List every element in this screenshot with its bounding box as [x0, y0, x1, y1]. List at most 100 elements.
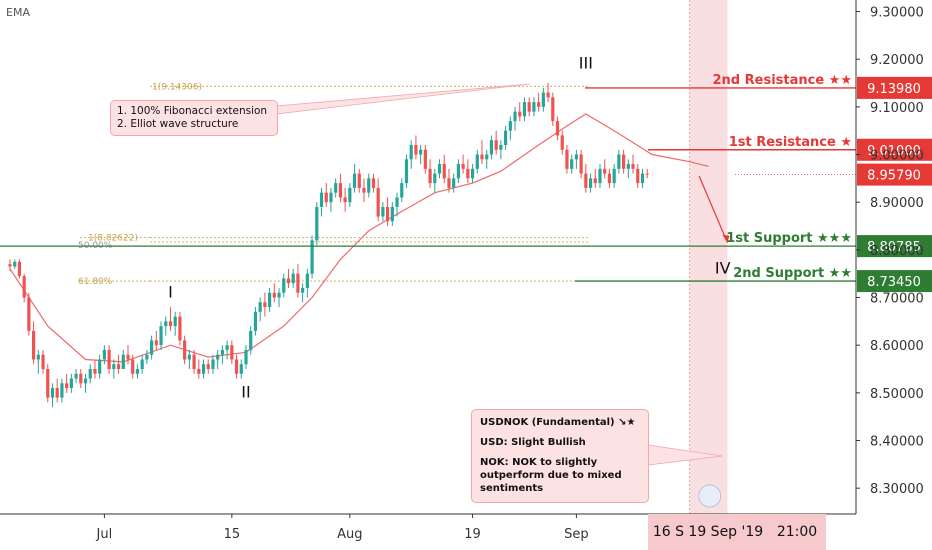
candle-body [376, 187, 380, 217]
fib-level-label: 1(8.82622) [88, 233, 138, 243]
flag-icon[interactable] [698, 484, 722, 508]
candle-body [13, 261, 17, 267]
current-price-tag-text: 8.95790 [867, 169, 921, 184]
candle-body [126, 354, 130, 360]
candle-body [447, 178, 451, 188]
candle-body [17, 261, 22, 277]
candle-body [348, 187, 352, 203]
candle-body [305, 273, 309, 288]
candle-body [371, 178, 376, 188]
candle-body [79, 373, 83, 384]
candle-body [386, 206, 390, 222]
candle-body [598, 168, 602, 184]
candle-body [310, 240, 314, 274]
candle-body [32, 330, 36, 360]
candle-body [381, 206, 385, 217]
price-level-tag [857, 76, 932, 99]
candle-body [617, 154, 621, 169]
candle-body [442, 164, 446, 179]
candle-body [319, 192, 324, 207]
candle-body [541, 92, 545, 107]
candle-body [622, 154, 626, 169]
candle-body [211, 359, 215, 370]
candle-body [69, 378, 73, 389]
candle-body [537, 102, 541, 107]
candle-body [187, 354, 191, 360]
candle-body [522, 102, 527, 117]
candle-body [102, 349, 106, 360]
price-level-label: 1st Support ★★★ [726, 231, 852, 246]
candle-body [220, 349, 224, 355]
candle-body [296, 273, 300, 293]
crosshair-date-label: 16 S 19 Sep '19 [648, 514, 768, 550]
candle-body [234, 359, 239, 374]
candle-body [268, 292, 272, 308]
candle-body [593, 178, 597, 184]
candle-body [513, 111, 517, 122]
candle-body [475, 154, 479, 169]
candle-body [239, 364, 243, 374]
candle-body [456, 164, 460, 179]
candle-body [74, 373, 78, 379]
candle-body [183, 340, 187, 360]
candle-body [8, 264, 12, 267]
candle-body [112, 364, 116, 370]
candle-body [338, 183, 342, 198]
price-level-label: 2nd Support ★★ [733, 266, 852, 281]
candle-body [315, 206, 319, 241]
time-axis-tick-label: 19 [464, 527, 481, 542]
candle-body [433, 173, 437, 184]
fundamental-usd: USD: Slight Bullish [480, 437, 586, 448]
candle-body [357, 173, 361, 188]
fundamental-title: USDNOK (Fundamental) ↘★ [480, 417, 636, 428]
projection-arrow [698, 175, 728, 243]
candle-body [145, 354, 149, 360]
candle-body [362, 187, 366, 193]
candle-body [428, 168, 432, 184]
candle-body [107, 349, 111, 370]
wave-label: III [579, 54, 593, 73]
candle-body [565, 149, 569, 169]
time-axis-tick-label: Aug [337, 527, 362, 542]
candle-body [197, 369, 201, 374]
candle-body [437, 164, 442, 174]
candle-body [414, 144, 418, 155]
candle-body [41, 354, 45, 370]
candle-body [65, 383, 69, 389]
candle-body [631, 164, 635, 169]
candle-body [499, 144, 503, 150]
candle-body [584, 173, 588, 188]
candle-body [329, 192, 333, 203]
price-axis-tick-label: 8.60000 [870, 339, 924, 354]
candle-body [570, 159, 574, 169]
fib-level-label: 61.80% [78, 277, 113, 287]
time-axis-tick-label: Sep [564, 527, 589, 542]
candle-body [98, 359, 102, 374]
price-axis-tick-label: 9.30000 [870, 6, 924, 21]
indicator-label[interactable]: EMA [6, 6, 30, 19]
candle-body [527, 102, 531, 112]
analysis-note-line: 2. Elliot wave structure [117, 118, 239, 130]
price-axis-tick-label: 9.20000 [870, 53, 924, 68]
candle-body [555, 121, 560, 136]
candle-body [343, 197, 347, 203]
price-level-tag-text: 8.80785 [867, 240, 921, 255]
candle-body [83, 378, 88, 384]
candle-body [409, 144, 413, 160]
candle-body [192, 354, 196, 370]
candle-body [50, 388, 55, 398]
fundamental-nok: NOK: NOK to slightly outperform due to m… [480, 457, 622, 494]
candle-body [291, 273, 295, 284]
candle-body [206, 364, 210, 370]
candle-body [178, 316, 182, 341]
candle-body [22, 276, 26, 298]
price-axis-tick-label: 8.80000 [870, 244, 924, 259]
crosshair-time-label: 21:00 [768, 514, 826, 550]
candle-body [258, 302, 262, 312]
candle-body [508, 121, 512, 131]
candle-body [334, 183, 338, 193]
candle-body [282, 278, 286, 293]
price-level-tag-text: 9.13980 [867, 82, 921, 97]
candle-body [324, 192, 328, 203]
